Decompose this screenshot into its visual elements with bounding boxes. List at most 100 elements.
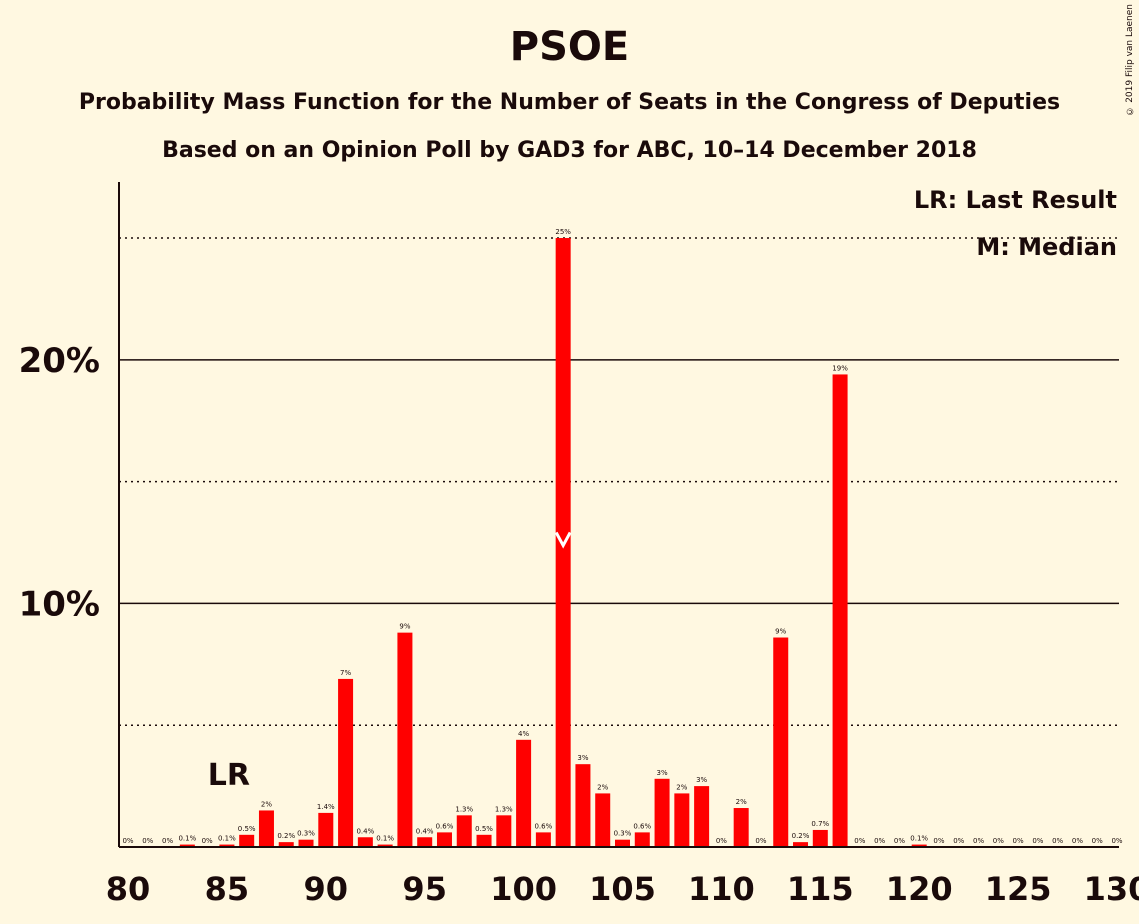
bar-label-122: 0% <box>953 837 964 845</box>
bar-86 <box>239 834 255 847</box>
bar-88 <box>278 842 294 847</box>
x-tick-label: 80 <box>106 870 151 908</box>
median-marker <box>554 531 572 549</box>
bar-label-127: 0% <box>1052 837 1063 845</box>
bar-109 <box>694 786 710 847</box>
bar-label-112: 0% <box>755 837 766 845</box>
bar-label-110: 0% <box>716 837 727 845</box>
bar-label-91: 7% <box>340 669 351 677</box>
bar-label-82: 0% <box>162 837 173 845</box>
bar-label-113: 9% <box>775 628 786 636</box>
bar-115 <box>812 829 828 847</box>
chart-source: Based on an Opinion Poll by GAD3 for ABC… <box>162 138 977 163</box>
bar-label-80: 0% <box>122 837 133 845</box>
bar-116 <box>832 374 848 847</box>
x-tick-label: 95 <box>402 870 447 908</box>
bar-label-130: 0% <box>1111 837 1122 845</box>
bar-label-81: 0% <box>142 837 153 845</box>
bar-label-99: 1.3% <box>495 805 513 813</box>
y-tick-label: 10% <box>19 584 100 624</box>
bar-98 <box>476 834 492 847</box>
bar-108 <box>674 793 690 847</box>
bar-99 <box>496 815 512 847</box>
bar-label-100: 4% <box>518 730 529 738</box>
x-tick-label: 110 <box>688 870 755 908</box>
x-tick-label: 85 <box>205 870 250 908</box>
bar-label-101: 0.6% <box>534 822 552 830</box>
bar-label-95: 0.4% <box>416 827 434 835</box>
x-tick-label: 115 <box>787 870 854 908</box>
bar-93 <box>377 844 393 847</box>
x-tick-label: 125 <box>985 870 1052 908</box>
bar-label-103: 3% <box>577 754 588 762</box>
bar-label-129: 0% <box>1092 837 1103 845</box>
x-tick-label: 130 <box>1084 870 1139 908</box>
legend-median: M: Median <box>976 233 1117 261</box>
bar-label-104: 2% <box>597 783 608 791</box>
bar-label-120: 0.1% <box>910 835 928 843</box>
bar-label-84: 0% <box>202 837 213 845</box>
bar-label-89: 0.3% <box>297 830 315 838</box>
bar-label-106: 0.6% <box>633 822 651 830</box>
bar-label-125: 0% <box>1013 837 1024 845</box>
bar-label-97: 1.3% <box>455 805 473 813</box>
bar-label-98: 0.5% <box>475 825 493 833</box>
bar-label-90: 1.4% <box>317 803 335 811</box>
x-tick-label: 90 <box>304 870 349 908</box>
x-tick-label: 105 <box>589 870 656 908</box>
x-tick-label: 120 <box>886 870 953 908</box>
bar-87 <box>258 810 274 847</box>
x-tick-label: 100 <box>490 870 557 908</box>
bar-label-102: 25% <box>555 228 571 236</box>
bar-92 <box>357 837 373 847</box>
bar-label-92: 0.4% <box>356 827 374 835</box>
bar-label-128: 0% <box>1072 837 1083 845</box>
bar-label-94: 9% <box>399 623 410 631</box>
bar-103 <box>575 764 591 847</box>
bar-label-86: 0.5% <box>238 825 256 833</box>
bar-label-96: 0.6% <box>436 822 454 830</box>
bar-label-83: 0.1% <box>178 835 196 843</box>
last-result-label: LR <box>208 758 250 793</box>
bar-114 <box>793 842 809 847</box>
bar-label-87: 2% <box>261 800 272 808</box>
bar-107 <box>654 778 670 847</box>
bar-90 <box>318 812 334 847</box>
chart-title: PSOE <box>509 24 630 70</box>
bar-label-108: 2% <box>676 783 687 791</box>
bar-label-126: 0% <box>1032 837 1043 845</box>
bar-95 <box>417 837 433 847</box>
bar-label-115: 0.7% <box>811 820 829 828</box>
bar-label-123: 0% <box>973 837 984 845</box>
bar-label-105: 0.3% <box>614 830 632 838</box>
bar-111 <box>733 808 749 847</box>
bar-label-117: 0% <box>854 837 865 845</box>
bar-96 <box>436 832 452 847</box>
bar-label-119: 0% <box>894 837 905 845</box>
bar-label-121: 0% <box>933 837 944 845</box>
chart-subtitle: Probability Mass Function for the Number… <box>78 90 1061 115</box>
bar-120 <box>911 844 927 847</box>
bar-label-111: 2% <box>736 798 747 806</box>
bar-label-109: 3% <box>696 776 707 784</box>
bar-105 <box>615 839 630 847</box>
bar-89 <box>298 839 314 847</box>
bar-106 <box>634 832 650 847</box>
bar-94 <box>397 632 413 847</box>
bar-113 <box>773 637 789 847</box>
bar-label-93: 0.1% <box>376 835 394 843</box>
bar-85 <box>219 844 235 847</box>
bar-101 <box>535 832 551 847</box>
bar-104 <box>595 793 611 847</box>
bar-100 <box>516 739 532 847</box>
bar-97 <box>456 815 472 847</box>
bar-label-114: 0.2% <box>792 832 810 840</box>
legend-last-result: LR: Last Result <box>913 186 1117 214</box>
bar-label-118: 0% <box>874 837 885 845</box>
bar-label-85: 0.1% <box>218 835 236 843</box>
bar-label-116: 19% <box>832 364 848 372</box>
bar-label-107: 3% <box>657 769 668 777</box>
bar-label-124: 0% <box>993 837 1004 845</box>
bar-91 <box>338 678 354 847</box>
